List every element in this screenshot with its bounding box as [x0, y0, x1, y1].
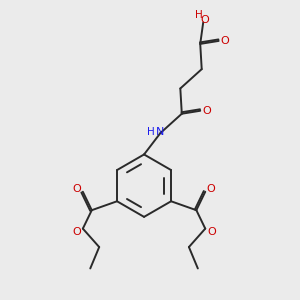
Text: H: H — [195, 10, 202, 20]
Text: O: O — [200, 15, 209, 25]
Text: O: O — [221, 36, 230, 46]
Text: O: O — [72, 226, 81, 237]
Text: O: O — [207, 226, 216, 237]
Text: O: O — [73, 184, 81, 194]
Text: O: O — [202, 106, 211, 116]
Text: O: O — [207, 184, 216, 194]
Text: N: N — [156, 127, 165, 136]
Text: H: H — [147, 127, 155, 136]
